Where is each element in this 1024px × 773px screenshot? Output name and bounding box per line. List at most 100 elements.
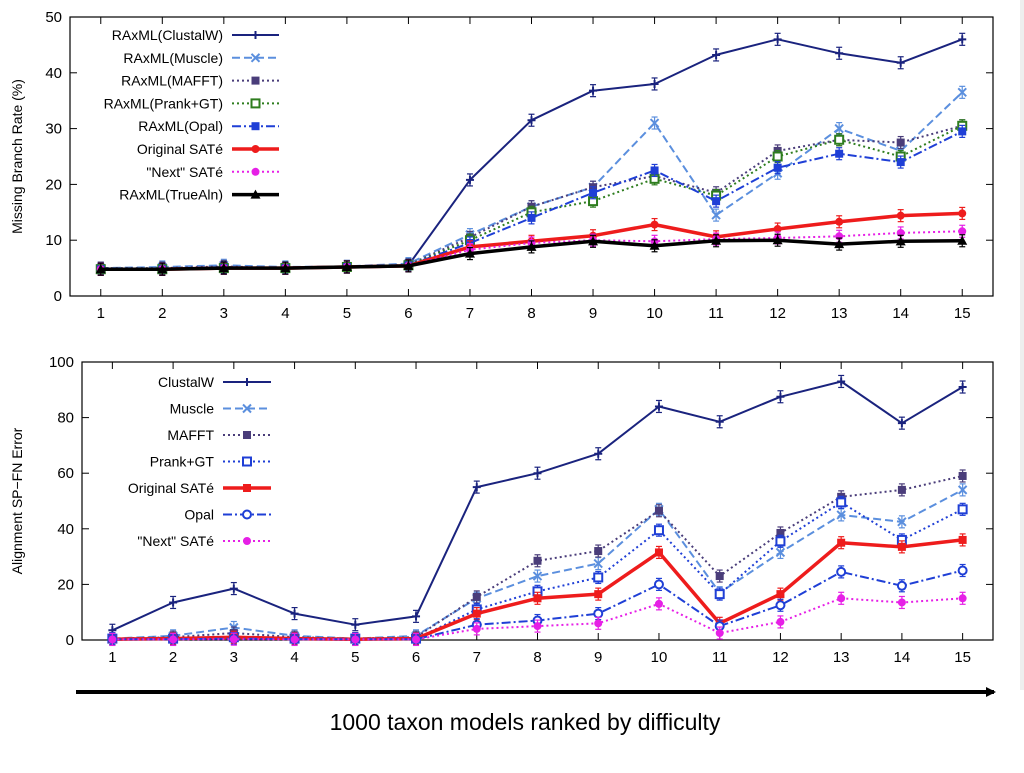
legend-marker <box>251 145 260 153</box>
x-tick-label: 8 <box>533 649 541 666</box>
data-point <box>341 261 352 271</box>
data-point <box>290 609 299 618</box>
x-tick-label: 9 <box>589 305 597 322</box>
legend-marker <box>242 403 252 414</box>
data-point <box>95 264 106 274</box>
data-point <box>712 50 721 59</box>
x-tick-label: 15 <box>954 649 971 666</box>
data-point <box>896 211 905 220</box>
data-point <box>593 572 604 583</box>
legend-label: RAxML(Muscle) <box>123 50 223 66</box>
difficulty-caption: 1000 taxon models ranked by difficulty <box>329 709 721 735</box>
series-clustalw <box>108 374 967 637</box>
data-point <box>169 598 178 607</box>
data-point <box>772 235 783 245</box>
legend-marker <box>251 122 260 131</box>
data-point <box>957 485 968 495</box>
data-point <box>776 392 785 401</box>
legend-label: Opal <box>184 507 214 523</box>
data-point <box>412 612 421 621</box>
data-point <box>896 138 905 147</box>
data-point <box>836 497 847 508</box>
data-point <box>169 635 178 644</box>
data-point <box>958 127 967 136</box>
legend-label: Original SATé <box>137 141 223 157</box>
x-tick-label: 15 <box>954 305 971 322</box>
data-point <box>229 584 238 593</box>
data-point <box>897 419 906 428</box>
x-tick-label: 14 <box>892 305 909 322</box>
legend-label: MAFFT <box>167 427 214 443</box>
y-tick-label: 10 <box>45 232 62 249</box>
series-line <box>112 489 964 640</box>
data-point <box>464 248 475 258</box>
data-point <box>957 504 968 515</box>
data-point <box>897 485 906 494</box>
x-tick-label: 8 <box>527 305 535 322</box>
y-tick-label: 40 <box>45 65 62 82</box>
legend-marker <box>242 509 252 520</box>
x-tick-label: 7 <box>473 649 481 666</box>
data-point <box>527 213 536 222</box>
data-point <box>776 590 785 599</box>
legend: ClustalW Muscle MAFFT Prank+GT Original SATé… <box>128 374 271 549</box>
x-tick-label: 6 <box>404 305 412 322</box>
data-point <box>218 263 229 273</box>
x-tick-label: 13 <box>831 305 848 322</box>
legend-marker <box>250 98 261 109</box>
x-tick-label: 5 <box>351 649 359 666</box>
data-point <box>653 579 664 590</box>
legend-marker <box>251 31 260 39</box>
series-line <box>112 475 963 640</box>
data-point <box>711 235 722 245</box>
data-point <box>835 149 844 158</box>
data-point <box>897 598 906 607</box>
legend-label: RAxML(Prank+GT) <box>104 95 223 111</box>
legend-marker <box>242 456 252 467</box>
data-point <box>714 589 725 600</box>
data-point <box>896 58 905 67</box>
data-point <box>654 506 663 515</box>
data-point <box>594 590 603 599</box>
data-point <box>650 220 659 229</box>
data-point <box>157 264 168 274</box>
data-point <box>533 556 542 565</box>
data-point <box>654 599 663 608</box>
data-point <box>290 635 299 644</box>
data-point <box>775 600 786 611</box>
x-tick-label: 7 <box>466 305 474 322</box>
x-tick-label: 14 <box>894 649 911 666</box>
x-tick-label: 9 <box>594 649 602 666</box>
y-tick-label: 80 <box>57 410 74 427</box>
data-point <box>654 402 663 411</box>
data-point <box>776 617 785 626</box>
data-point <box>958 471 967 480</box>
series-raxml-truealn <box>95 233 968 276</box>
legend-marker <box>243 378 251 386</box>
data-point <box>654 548 663 557</box>
legend-label: Original SATé <box>128 480 214 496</box>
legend-label: RAxML(MAFFT) <box>121 73 223 89</box>
legend: RAxML(ClustalW) RAxML(Muscle) RAxML(MAFFT)… <box>104 27 279 203</box>
data-point <box>472 592 481 601</box>
x-tick-label: 5 <box>343 305 351 322</box>
data-point <box>351 620 360 629</box>
data-point <box>412 635 421 644</box>
data-point <box>589 86 598 95</box>
x-tick-label: 1 <box>108 649 116 666</box>
legend-marker <box>243 484 251 492</box>
data-point <box>650 79 659 88</box>
data-point <box>775 536 786 547</box>
legend-marker <box>243 431 251 439</box>
data-point <box>957 235 968 245</box>
x-tick-label: 4 <box>281 305 289 322</box>
data-point <box>533 622 542 631</box>
x-tick-label: 11 <box>708 305 724 322</box>
legend-marker <box>250 189 261 199</box>
legend-marker <box>251 167 260 176</box>
data-point <box>527 116 536 125</box>
data-point <box>773 35 782 44</box>
data-point <box>588 236 599 246</box>
